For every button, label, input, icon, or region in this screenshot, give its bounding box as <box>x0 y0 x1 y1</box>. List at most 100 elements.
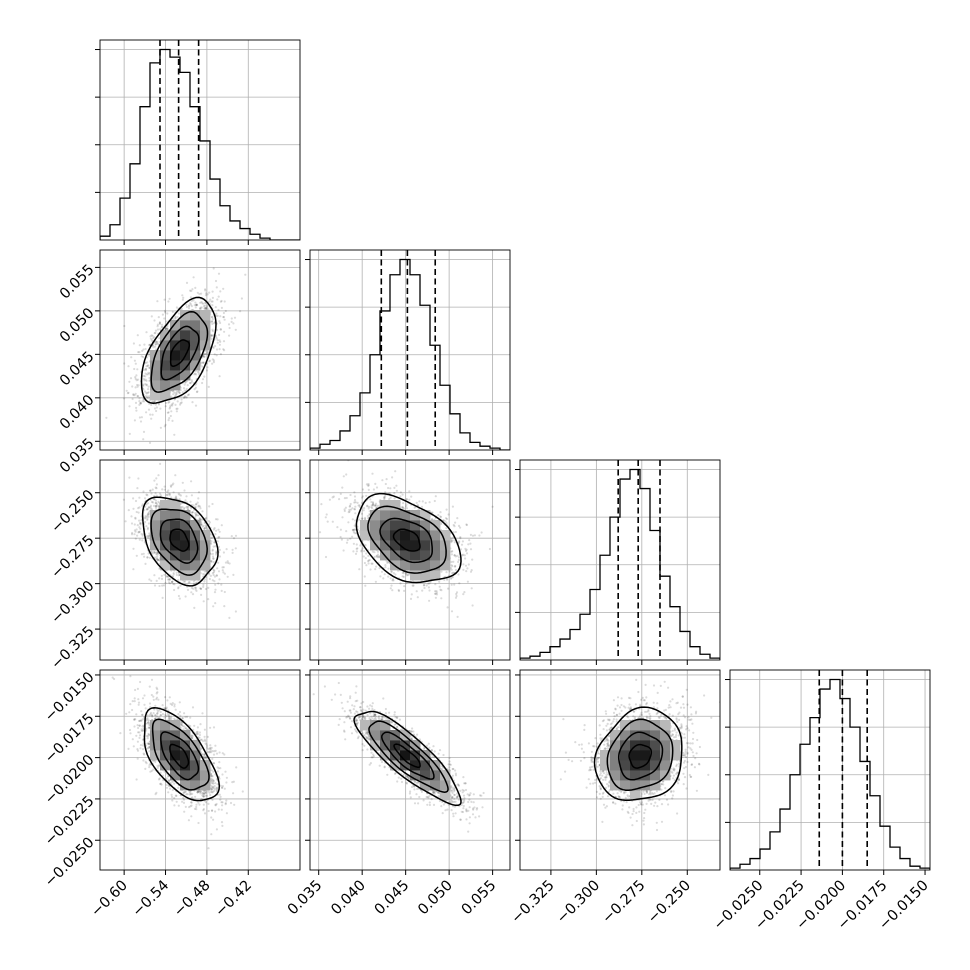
panel-content <box>100 670 300 870</box>
sample-point <box>341 707 344 710</box>
sample-point <box>621 808 624 811</box>
sample-point <box>230 535 233 538</box>
sample-point <box>629 697 632 700</box>
sample-point <box>426 796 429 799</box>
sample-point <box>173 796 176 800</box>
sample-point <box>426 744 429 747</box>
sample-point <box>146 556 149 559</box>
sample-point <box>154 556 157 559</box>
sample-point <box>169 715 172 718</box>
histogram-step <box>310 258 510 450</box>
sample-point <box>338 718 341 721</box>
sample-point <box>161 596 164 600</box>
sample-point <box>217 272 221 275</box>
density-cell <box>170 500 181 511</box>
sample-point <box>210 778 213 781</box>
sample-point <box>400 780 404 784</box>
sample-point <box>170 795 174 799</box>
sample-point <box>617 726 621 729</box>
sample-point <box>360 517 363 520</box>
sample-point <box>152 698 155 702</box>
histogram-step <box>100 48 300 240</box>
sample-point <box>356 721 359 724</box>
sample-point <box>448 756 451 760</box>
sample-point <box>612 720 615 723</box>
sample-point <box>182 580 185 583</box>
sample-point <box>170 793 173 796</box>
sample-point <box>188 793 191 796</box>
sample-point <box>361 711 364 714</box>
sample-point <box>347 510 350 514</box>
sample-point <box>133 700 136 703</box>
sample-point <box>658 716 661 720</box>
sample-point <box>148 532 151 535</box>
sample-point <box>478 815 481 818</box>
density-cell <box>160 360 171 371</box>
sample-point <box>202 795 205 798</box>
density-cell <box>160 540 171 551</box>
sample-point <box>453 793 456 797</box>
sample-point <box>165 327 168 330</box>
sample-point <box>402 773 406 776</box>
sample-point <box>180 307 183 310</box>
sample-point <box>461 554 464 557</box>
sample-point <box>197 514 200 517</box>
panel-3-0: −0.0250−0.0225−0.0200−0.0175−0.0150−0.60… <box>42 669 301 920</box>
sample-point <box>221 804 224 807</box>
density-cell <box>160 520 171 531</box>
sample-point <box>138 731 141 734</box>
sample-point <box>215 337 218 340</box>
sample-point <box>198 505 202 508</box>
sample-point <box>603 776 606 779</box>
sample-point <box>133 523 136 526</box>
sample-point <box>214 518 218 521</box>
sample-point <box>607 781 611 784</box>
sample-point <box>374 713 377 716</box>
sample-point <box>452 523 455 527</box>
sample-point <box>204 289 207 292</box>
sample-point <box>468 793 471 797</box>
density-cell <box>420 570 431 581</box>
sample-point <box>131 700 134 703</box>
sample-point <box>209 726 212 729</box>
sample-point <box>656 707 659 710</box>
sample-point <box>567 758 570 762</box>
sample-point <box>459 818 462 821</box>
sample-point <box>455 591 459 594</box>
sample-point <box>649 717 652 720</box>
sample-point <box>601 792 605 795</box>
sample-point <box>690 713 693 716</box>
sample-point <box>457 556 461 559</box>
sample-point <box>199 507 202 510</box>
sample-point <box>166 325 169 328</box>
sample-point <box>148 354 151 357</box>
sample-point <box>662 780 665 783</box>
sample-point <box>129 377 133 380</box>
sample-point <box>464 788 468 792</box>
sample-point <box>216 339 219 342</box>
sample-point <box>211 778 215 782</box>
density-cell <box>180 370 191 381</box>
density-cell <box>660 770 671 781</box>
sample-point <box>367 507 370 510</box>
sample-point <box>579 759 583 762</box>
sample-point <box>177 574 180 577</box>
sample-point <box>682 706 686 709</box>
sample-point <box>154 329 158 332</box>
sample-point <box>686 703 689 706</box>
sample-point <box>132 507 135 510</box>
sample-point <box>132 745 135 748</box>
sample-point <box>620 790 623 794</box>
sample-point <box>155 579 158 583</box>
sample-point <box>348 505 351 508</box>
sample-point <box>432 791 435 794</box>
sample-point <box>383 766 386 769</box>
sample-point <box>181 800 184 803</box>
sample-point <box>407 776 410 779</box>
sample-point <box>119 732 122 735</box>
sample-point <box>203 735 206 738</box>
sample-point <box>672 768 675 771</box>
density-cell <box>410 550 421 561</box>
sample-point <box>683 736 687 739</box>
sample-point <box>207 586 210 590</box>
